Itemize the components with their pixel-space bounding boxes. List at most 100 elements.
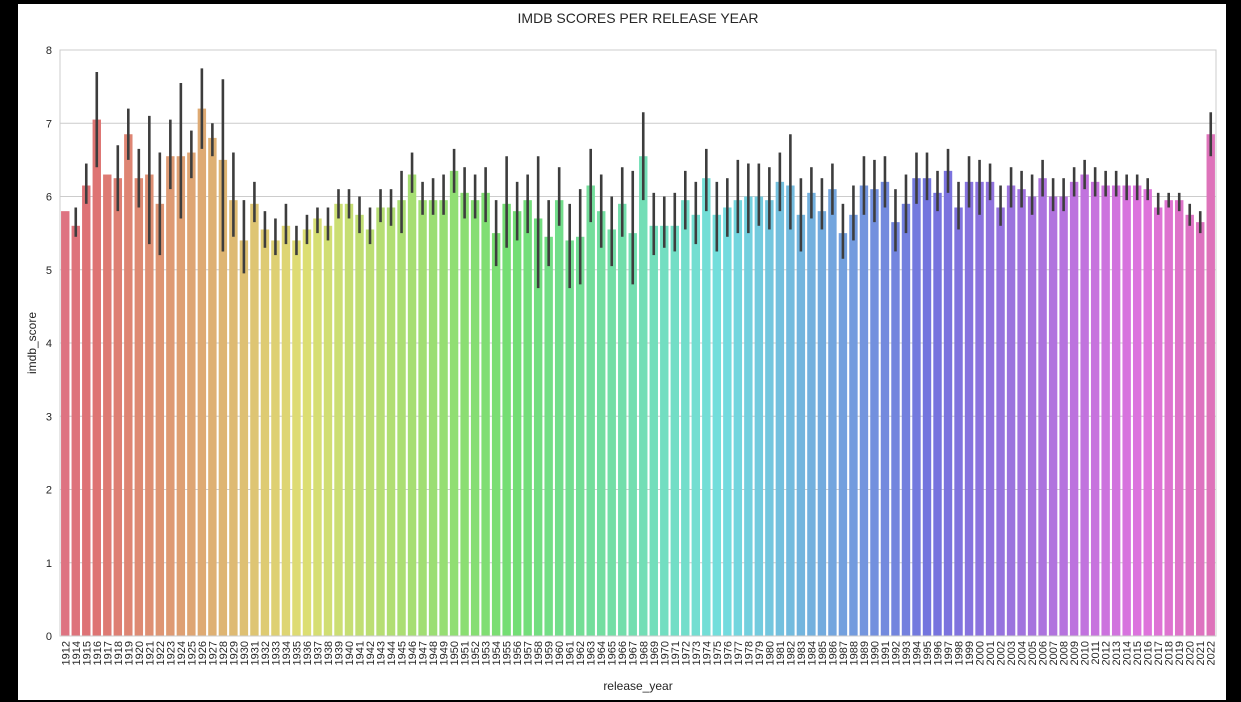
- y-tick-label: 4: [46, 338, 52, 350]
- x-tick-label: 1942: [365, 641, 377, 665]
- bar-2002: [996, 207, 1005, 637]
- bar-1956: [512, 211, 522, 636]
- x-tick-labels: 1912191419151916191719181919192019211922…: [60, 641, 1217, 665]
- bar-1987: [838, 233, 848, 636]
- x-tick-label: 2017: [1153, 641, 1165, 665]
- bar-2003: [1006, 185, 1016, 636]
- bar-1970: [660, 225, 669, 637]
- bar-2015: [1132, 185, 1142, 636]
- bar-1999: [964, 181, 974, 636]
- x-tick-label: 1991: [880, 641, 892, 665]
- bar-1917: [103, 174, 112, 636]
- x-tick-label: 1960: [554, 641, 566, 665]
- bar-1930: [239, 240, 249, 636]
- y-tick-label: 2: [46, 485, 52, 497]
- x-tick-label: 1959: [544, 641, 556, 665]
- bar-1950: [449, 170, 459, 637]
- bar-1991: [880, 181, 890, 636]
- x-tick-label: 1999: [964, 641, 976, 665]
- bar-1953: [481, 192, 490, 636]
- x-tick-label: 1968: [638, 641, 650, 665]
- x-tick-label: 1970: [659, 641, 671, 665]
- x-tick-label: 1953: [481, 641, 493, 665]
- bar-1966: [618, 203, 627, 636]
- bar-1939: [334, 203, 343, 636]
- x-tick-label: 1933: [270, 641, 282, 665]
- x-tick-label: 1966: [617, 641, 629, 665]
- bar-1947: [418, 200, 427, 636]
- x-tick-label: 1930: [239, 641, 251, 665]
- bar-1962: [575, 236, 585, 636]
- bar-2019: [1175, 200, 1184, 636]
- bar-1932: [260, 229, 270, 636]
- bar-1928: [218, 159, 228, 636]
- bar-1985: [817, 211, 827, 636]
- x-tick-label: 2016: [1143, 641, 1155, 665]
- x-tick-label: 1998: [954, 641, 966, 665]
- bar-2020: [1185, 214, 1194, 636]
- x-tick-label: 2005: [1027, 641, 1039, 665]
- x-tick-label: 1972: [680, 641, 692, 665]
- x-tick-label: 2011: [1090, 641, 1102, 665]
- bar-1978: [744, 196, 753, 636]
- x-tick-label: 2014: [1122, 641, 1134, 665]
- x-tick-label: 1996: [933, 641, 945, 665]
- bar-1964: [597, 211, 606, 636]
- bar-1937: [313, 218, 322, 636]
- x-tick-label: 1981: [775, 641, 787, 665]
- x-tick-label: 1941: [355, 641, 367, 665]
- x-tick-label: 1994: [911, 641, 923, 665]
- bar-2007: [1048, 196, 1058, 636]
- x-tick-label: 1928: [218, 641, 230, 665]
- bar-1946: [407, 174, 417, 636]
- x-tick-label: 1982: [785, 641, 797, 665]
- x-tick-label: 2013: [1111, 641, 1123, 665]
- bar-1933: [271, 240, 280, 636]
- bar-1938: [323, 225, 333, 637]
- x-tick-label: 1931: [249, 641, 261, 665]
- bar-1990: [870, 189, 879, 637]
- bar-1981: [775, 181, 785, 636]
- x-tick-label: 1963: [586, 641, 598, 665]
- x-tick-label: 1979: [754, 641, 766, 665]
- x-tick-label: 1914: [71, 641, 83, 665]
- y-tick-label: 7: [46, 118, 52, 130]
- bar-1926: [197, 108, 207, 637]
- bar-2001: [985, 181, 995, 636]
- x-tick-label: 1934: [281, 641, 293, 665]
- x-tick-label: 2009: [1069, 641, 1081, 665]
- bar-2005: [1027, 196, 1037, 636]
- bar-1915: [82, 185, 91, 636]
- bar-1923: [166, 156, 175, 636]
- x-tick-label: 2000: [975, 641, 987, 665]
- bar-1949: [439, 200, 448, 636]
- x-tick-label: 1986: [827, 641, 839, 665]
- x-tick-label: 1916: [92, 641, 104, 665]
- plot-frame: [59, 49, 1217, 637]
- x-tick-label: 1936: [302, 641, 314, 665]
- y-tick-label: 0: [46, 631, 52, 643]
- bar-1992: [891, 222, 900, 636]
- bar-2021: [1196, 222, 1205, 636]
- bar-1951: [460, 192, 469, 636]
- x-tick-label: 1950: [449, 641, 461, 665]
- y-tick-label: 1: [46, 558, 52, 570]
- x-tick-label: 2021: [1195, 641, 1207, 665]
- x-tick-label: 1957: [523, 641, 535, 665]
- x-tick-label: 1988: [848, 641, 860, 665]
- x-tick-label: 1945: [397, 641, 409, 665]
- bar-1969: [649, 225, 658, 637]
- bar-1924: [176, 156, 186, 636]
- x-tick-label: 1984: [806, 641, 818, 665]
- y-tick-label: 3: [46, 411, 52, 423]
- x-tick-label: 1937: [312, 641, 324, 665]
- x-tick-label: 1952: [470, 641, 482, 665]
- x-tick-label: 1995: [922, 641, 934, 665]
- x-tick-label: 1977: [733, 641, 745, 665]
- x-tick-label: 1946: [407, 641, 419, 665]
- x-tick-label: 1956: [512, 641, 524, 665]
- bar-1955: [502, 203, 511, 636]
- x-tick-label: 2002: [996, 641, 1008, 665]
- bar-1916: [92, 119, 101, 636]
- x-tick-label: 2018: [1164, 641, 1176, 665]
